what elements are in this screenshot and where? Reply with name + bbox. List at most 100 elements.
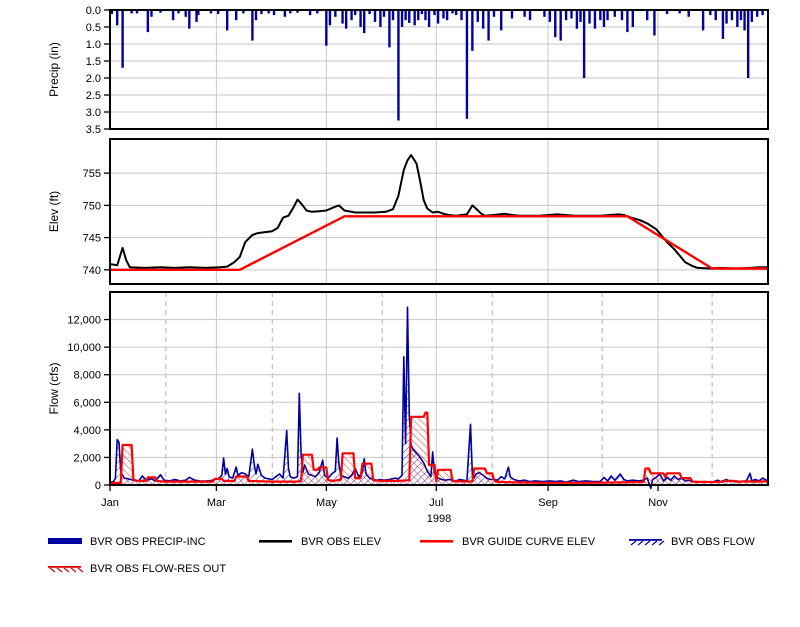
precip-bar: [620, 10, 624, 21]
precip-bar: [606, 10, 609, 21]
precip-bar: [150, 10, 153, 17]
precip-bar: [353, 10, 357, 16]
precip-bar: [420, 10, 424, 15]
y-tick-label: 750: [83, 200, 101, 212]
precip-bar: [599, 10, 602, 21]
precip-bar: [362, 10, 366, 34]
precip-bar: [209, 10, 213, 14]
y-tick-label: 8,000: [73, 370, 101, 382]
flow-axis-title: Flow (cfs): [47, 363, 61, 415]
month-label: May: [316, 497, 337, 509]
elev-panel-border: [109, 138, 769, 285]
precip-bar: [579, 10, 582, 22]
precip-bar: [442, 10, 445, 19]
y-tick-label: 4,000: [73, 425, 101, 437]
month-label: Mar: [207, 497, 226, 509]
precip-bar: [404, 10, 407, 21]
precip-bar: [400, 10, 404, 27]
precip-bar: [487, 10, 490, 41]
elev-axis-title: Elev (ft): [47, 191, 61, 232]
precip-bar: [146, 10, 150, 33]
precip-bar: [216, 10, 220, 15]
precip-bar: [714, 10, 717, 21]
precip-bar: [334, 10, 337, 17]
y-tick-label: 0.0: [86, 5, 101, 17]
x-axis-labels: Jan Mar May Jul Sep Nov 1998: [101, 485, 668, 525]
precip-bar: [559, 10, 562, 41]
bvr-obs-elev-line: [109, 154, 768, 270]
precip-bar: [325, 10, 328, 46]
precip-bar: [225, 10, 229, 31]
y-tick-label: 6,000: [73, 397, 101, 409]
y-tick-label: 12,000: [67, 315, 101, 327]
y-tick-label: 740: [83, 265, 101, 277]
precip-bar: [373, 10, 377, 22]
y-tick-label: 2.0: [86, 73, 101, 85]
precip-bar: [267, 10, 270, 14]
precip-bar: [289, 10, 292, 14]
precip-bar: [234, 10, 238, 21]
y-tick-label: 2.5: [86, 90, 101, 102]
bvr-guide-curve-elev-line: [110, 215, 768, 271]
precip-bar: [328, 10, 332, 26]
y-tick-label: 2,000: [73, 452, 101, 464]
precip-bar: [397, 10, 400, 121]
precip-bar: [382, 10, 386, 17]
precip-bar: [316, 10, 319, 14]
precip-bar: [761, 10, 764, 16]
precip-bar: [582, 10, 586, 78]
precip-bar: [730, 10, 734, 21]
year-label: 1998: [427, 513, 451, 525]
precip-bar: [499, 10, 503, 31]
precip-panel-border: [109, 9, 769, 130]
precip-bar: [251, 10, 254, 41]
precip-bar: [746, 10, 750, 78]
precip-bar: [460, 10, 463, 21]
precip-bar: [554, 10, 557, 38]
precip-bar: [296, 10, 299, 13]
precip-bar: [445, 10, 449, 21]
precip-bar: [510, 10, 514, 19]
precip-bar: [388, 10, 391, 48]
precip-bar: [492, 10, 496, 17]
y-tick-label: 0: [95, 480, 101, 492]
precip-bar: [564, 10, 568, 21]
precip-bar: [413, 10, 416, 26]
precip-bar: [159, 10, 162, 13]
y-tick-label: 755: [83, 168, 101, 180]
precip-bar: [725, 10, 728, 24]
precip-bar: [260, 10, 263, 15]
precip-bar: [653, 10, 656, 36]
month-label: Nov: [648, 497, 668, 509]
precip-bar: [593, 10, 597, 29]
precip-bar: [451, 10, 454, 14]
precip-bar: [283, 10, 287, 17]
y-tick-label: 1.5: [86, 56, 101, 68]
precip-bar: [678, 10, 681, 14]
precip-bar: [701, 10, 705, 31]
precip-bar: [631, 10, 634, 27]
precip-bar: [471, 10, 474, 51]
precip-bar: [570, 10, 573, 19]
flow-panel-border: [109, 291, 769, 486]
y-tick-label: 10,000: [67, 342, 101, 354]
precip-bar: [602, 10, 606, 27]
y-tick-label: 745: [83, 233, 101, 245]
precip-bar: [368, 10, 371, 15]
precip-axis-title: Precip (in): [47, 42, 61, 97]
precip-bar: [736, 10, 739, 27]
precip-bar: [197, 10, 200, 16]
precip-bar: [613, 10, 616, 17]
precip-bar: [344, 10, 348, 29]
precip-bar: [130, 10, 133, 14]
precip-bar: [184, 10, 187, 17]
precip-bar: [739, 10, 743, 21]
precip-bar: [626, 10, 629, 33]
precip-bar: [341, 10, 344, 24]
precip-bar: [575, 10, 579, 29]
precip-bar: [543, 10, 546, 17]
precip-bar: [116, 10, 119, 26]
precip-bars: [110, 10, 764, 121]
